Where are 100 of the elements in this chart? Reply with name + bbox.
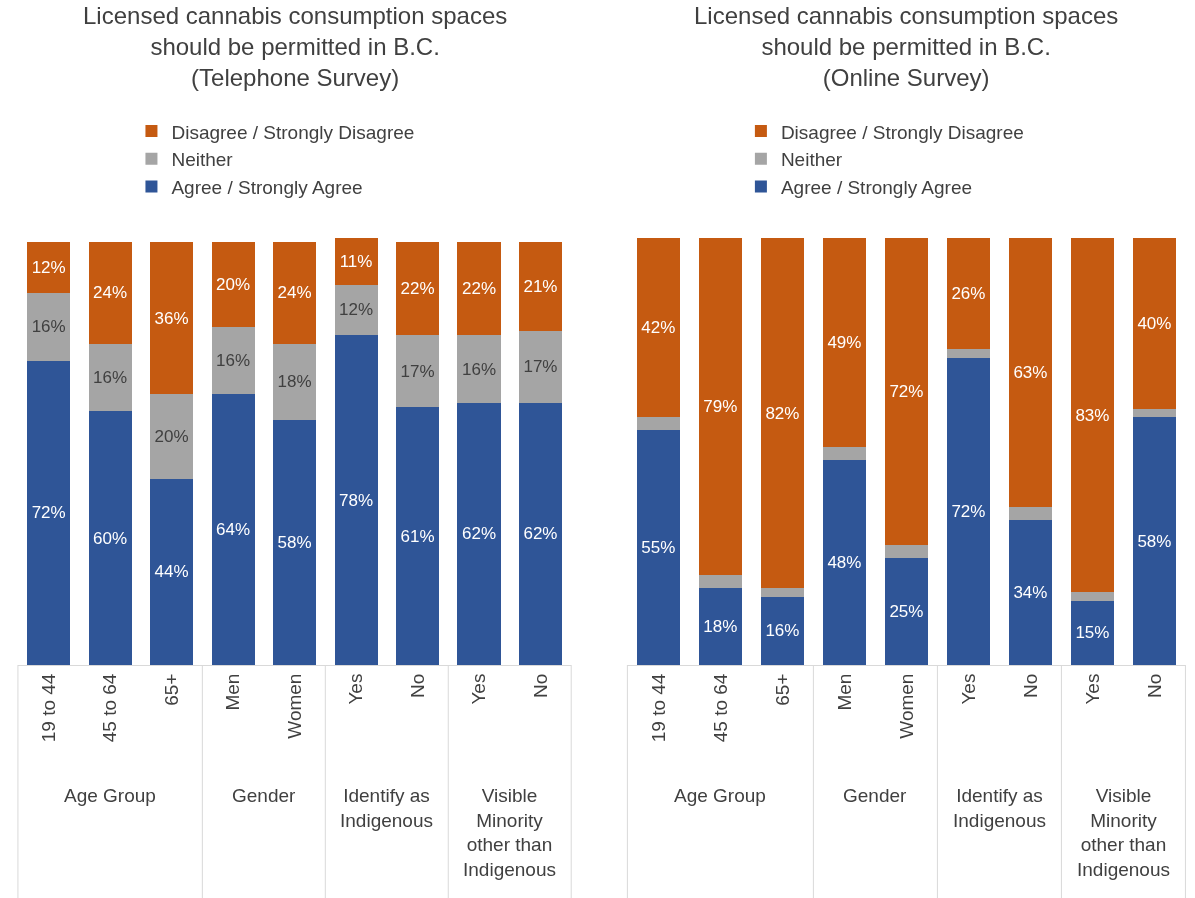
x-tick-label: 65+ (160, 673, 182, 706)
data-label: 17% (523, 357, 558, 377)
bar (822, 460, 867, 665)
bar (1070, 592, 1115, 601)
data-label: 16% (31, 317, 66, 337)
bar (698, 588, 743, 665)
data-label: 24% (93, 283, 128, 303)
bar (211, 242, 255, 327)
text: Visible Minority other than Indigenous (1077, 785, 1170, 881)
data-label: 82% (765, 403, 800, 423)
bar (822, 447, 867, 461)
data-label: 22% (400, 279, 435, 299)
data-label: 72% (31, 503, 66, 523)
bar (946, 349, 991, 358)
data-label: 36% (154, 308, 189, 328)
bar (396, 335, 440, 408)
data-label: 42% (641, 318, 676, 338)
x-tick-label: No (529, 673, 551, 698)
chart-title: Licensed cannabis consumption spaces should be permitted in B.C. (Telephone Survey) (83, 2, 508, 92)
bar (88, 343, 132, 412)
bar (698, 575, 743, 589)
x-tick-label: No (1143, 673, 1165, 698)
bar (884, 545, 929, 559)
bar (88, 242, 132, 344)
data-label: 60% (93, 528, 128, 548)
bar (334, 238, 378, 285)
data-label: 44% (154, 562, 189, 582)
text: Age Group (64, 785, 156, 806)
bar (1008, 238, 1053, 508)
bar (760, 596, 805, 665)
data-label: 62% (523, 524, 558, 544)
bar (150, 394, 194, 479)
bar (457, 335, 501, 403)
bar (150, 242, 194, 395)
legend-label: Neither (171, 149, 234, 171)
data-label: 58% (277, 532, 312, 552)
data-label: 12% (339, 300, 374, 320)
x-tick-label: 45 to 64 (99, 673, 121, 743)
bar (27, 360, 71, 665)
bar (636, 417, 681, 431)
text: Identify as Indigenous (340, 785, 433, 831)
bar (1008, 519, 1053, 665)
bar (518, 331, 562, 403)
data-label: 58% (1137, 531, 1172, 551)
bar (884, 558, 929, 665)
data-label: 18% (703, 617, 738, 637)
bar (636, 430, 681, 665)
bar (698, 238, 743, 576)
x-tick-label: Men (222, 673, 244, 711)
text: Identify as Indigenous (953, 785, 1046, 831)
x-tick-label: 19 to 44 (37, 673, 59, 743)
x-tick-label: 45 to 64 (709, 673, 731, 743)
text: Gender (232, 785, 297, 806)
x-tick-label: 19 to 44 (647, 673, 669, 743)
x-tick-label: Yes (345, 673, 367, 705)
data-label: 20% (154, 427, 189, 447)
bar (1008, 507, 1053, 520)
x-tick-label: No (406, 673, 428, 698)
data-label: 79% (703, 397, 738, 417)
data-label: 17% (400, 361, 435, 381)
x-tick-label: No (1019, 673, 1041, 698)
text: Age Group (674, 785, 766, 806)
bar (273, 419, 317, 665)
data-label: 16% (93, 368, 128, 388)
data-label: 63% (1013, 363, 1048, 383)
bar (150, 478, 194, 665)
bar (457, 242, 501, 336)
bar (946, 238, 991, 350)
legend-label: Agree / Strongly Agree (780, 176, 973, 198)
data-label: 48% (827, 553, 862, 573)
bar (27, 292, 71, 361)
bar (946, 357, 991, 665)
data-label: 16% (216, 351, 251, 371)
x-tick-label: Women (283, 673, 305, 739)
bar (760, 238, 805, 589)
bar (273, 343, 317, 420)
data-label: 24% (277, 283, 312, 303)
bar (273, 242, 317, 344)
data-label: 12% (31, 258, 66, 278)
bar (334, 335, 378, 665)
data-label: 11% (339, 251, 373, 271)
legend-label: Neither (780, 149, 843, 171)
bar (396, 242, 440, 336)
x-tick-label: Yes (957, 673, 979, 705)
bar (884, 238, 929, 546)
bar (822, 238, 867, 448)
legend-label: Disagree / Strongly Disagree (780, 121, 1024, 143)
data-label: 16% (765, 621, 800, 641)
data-label: 21% (523, 277, 558, 297)
x-tick-label: Women (895, 673, 917, 739)
x-tick-label: Yes (1081, 673, 1103, 705)
bar (1070, 238, 1115, 593)
data-label: 25% (889, 602, 924, 622)
data-label: 34% (1013, 582, 1048, 602)
bar (518, 402, 562, 665)
bar (1132, 417, 1177, 665)
bar (27, 242, 71, 293)
data-label: 64% (216, 520, 251, 540)
data-label: 20% (216, 275, 251, 295)
data-label: 61% (400, 526, 435, 546)
